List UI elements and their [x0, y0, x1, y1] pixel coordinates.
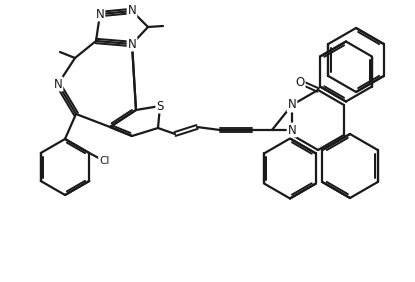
Text: S: S [156, 100, 164, 113]
Text: N: N [128, 5, 137, 17]
Text: N: N [288, 124, 296, 136]
Text: N: N [95, 8, 105, 21]
Text: Cl: Cl [99, 156, 110, 166]
Text: N: N [128, 38, 137, 50]
Text: N: N [288, 98, 296, 111]
Text: O: O [295, 76, 305, 89]
Text: N: N [54, 78, 62, 91]
